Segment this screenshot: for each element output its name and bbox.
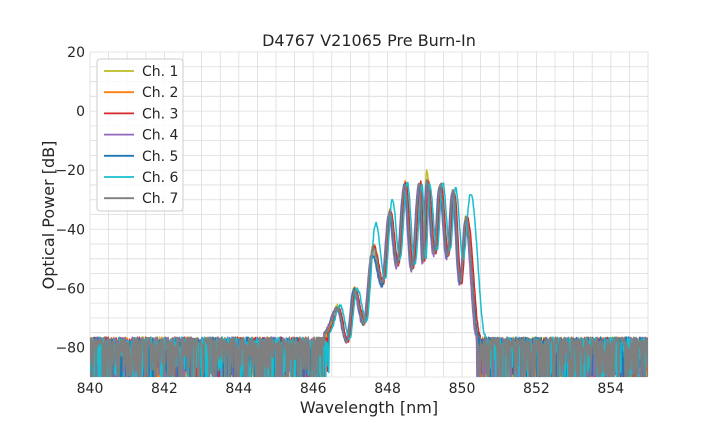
legend-label: Ch. 2: [142, 85, 178, 101]
legend-label: Ch. 7: [142, 191, 178, 207]
y-tick-label: −40: [55, 222, 85, 238]
y-tick-label: 0: [76, 104, 85, 120]
y-axis-label: Optical Power [dB]: [39, 141, 58, 290]
legend-label: Ch. 4: [142, 128, 179, 144]
series-layer: [90, 169, 648, 377]
x-tick-label: 854: [597, 381, 624, 397]
legend-label: Ch. 3: [142, 106, 178, 122]
x-axis-label: Wavelength [nm]: [300, 398, 438, 417]
x-tick-label: 848: [374, 381, 401, 397]
x-tick-label: 850: [449, 381, 476, 397]
x-tick-label: 842: [151, 381, 178, 397]
x-tick-labels: 840 842 844 846 848 850 852 854: [77, 381, 625, 397]
series-line-ch-7: [90, 179, 648, 377]
y-tick-label: −80: [55, 340, 85, 356]
x-tick-label: 852: [523, 381, 550, 397]
x-tick-label: 840: [77, 381, 104, 397]
legend-box: [96, 58, 184, 212]
y-tick-label: 20: [67, 45, 85, 61]
x-tick-label: 846: [300, 381, 327, 397]
legend-label: Ch. 6: [142, 170, 179, 186]
y-tick-label: −20: [55, 163, 85, 179]
chart-title: D4767 V21065 Pre Burn-In: [262, 31, 476, 50]
y-tick-labels: 20 0 −20 −40 −60 −80: [55, 45, 85, 356]
legend-label: Ch. 5: [142, 149, 178, 165]
x-tick-label: 844: [225, 381, 252, 397]
legend-label: Ch. 1: [142, 64, 178, 80]
legend: Ch. 1 Ch. 2 Ch. 3 Ch. 4 Ch. 5 Ch. 6 Ch. 7: [96, 58, 184, 212]
y-tick-label: −60: [55, 281, 85, 297]
